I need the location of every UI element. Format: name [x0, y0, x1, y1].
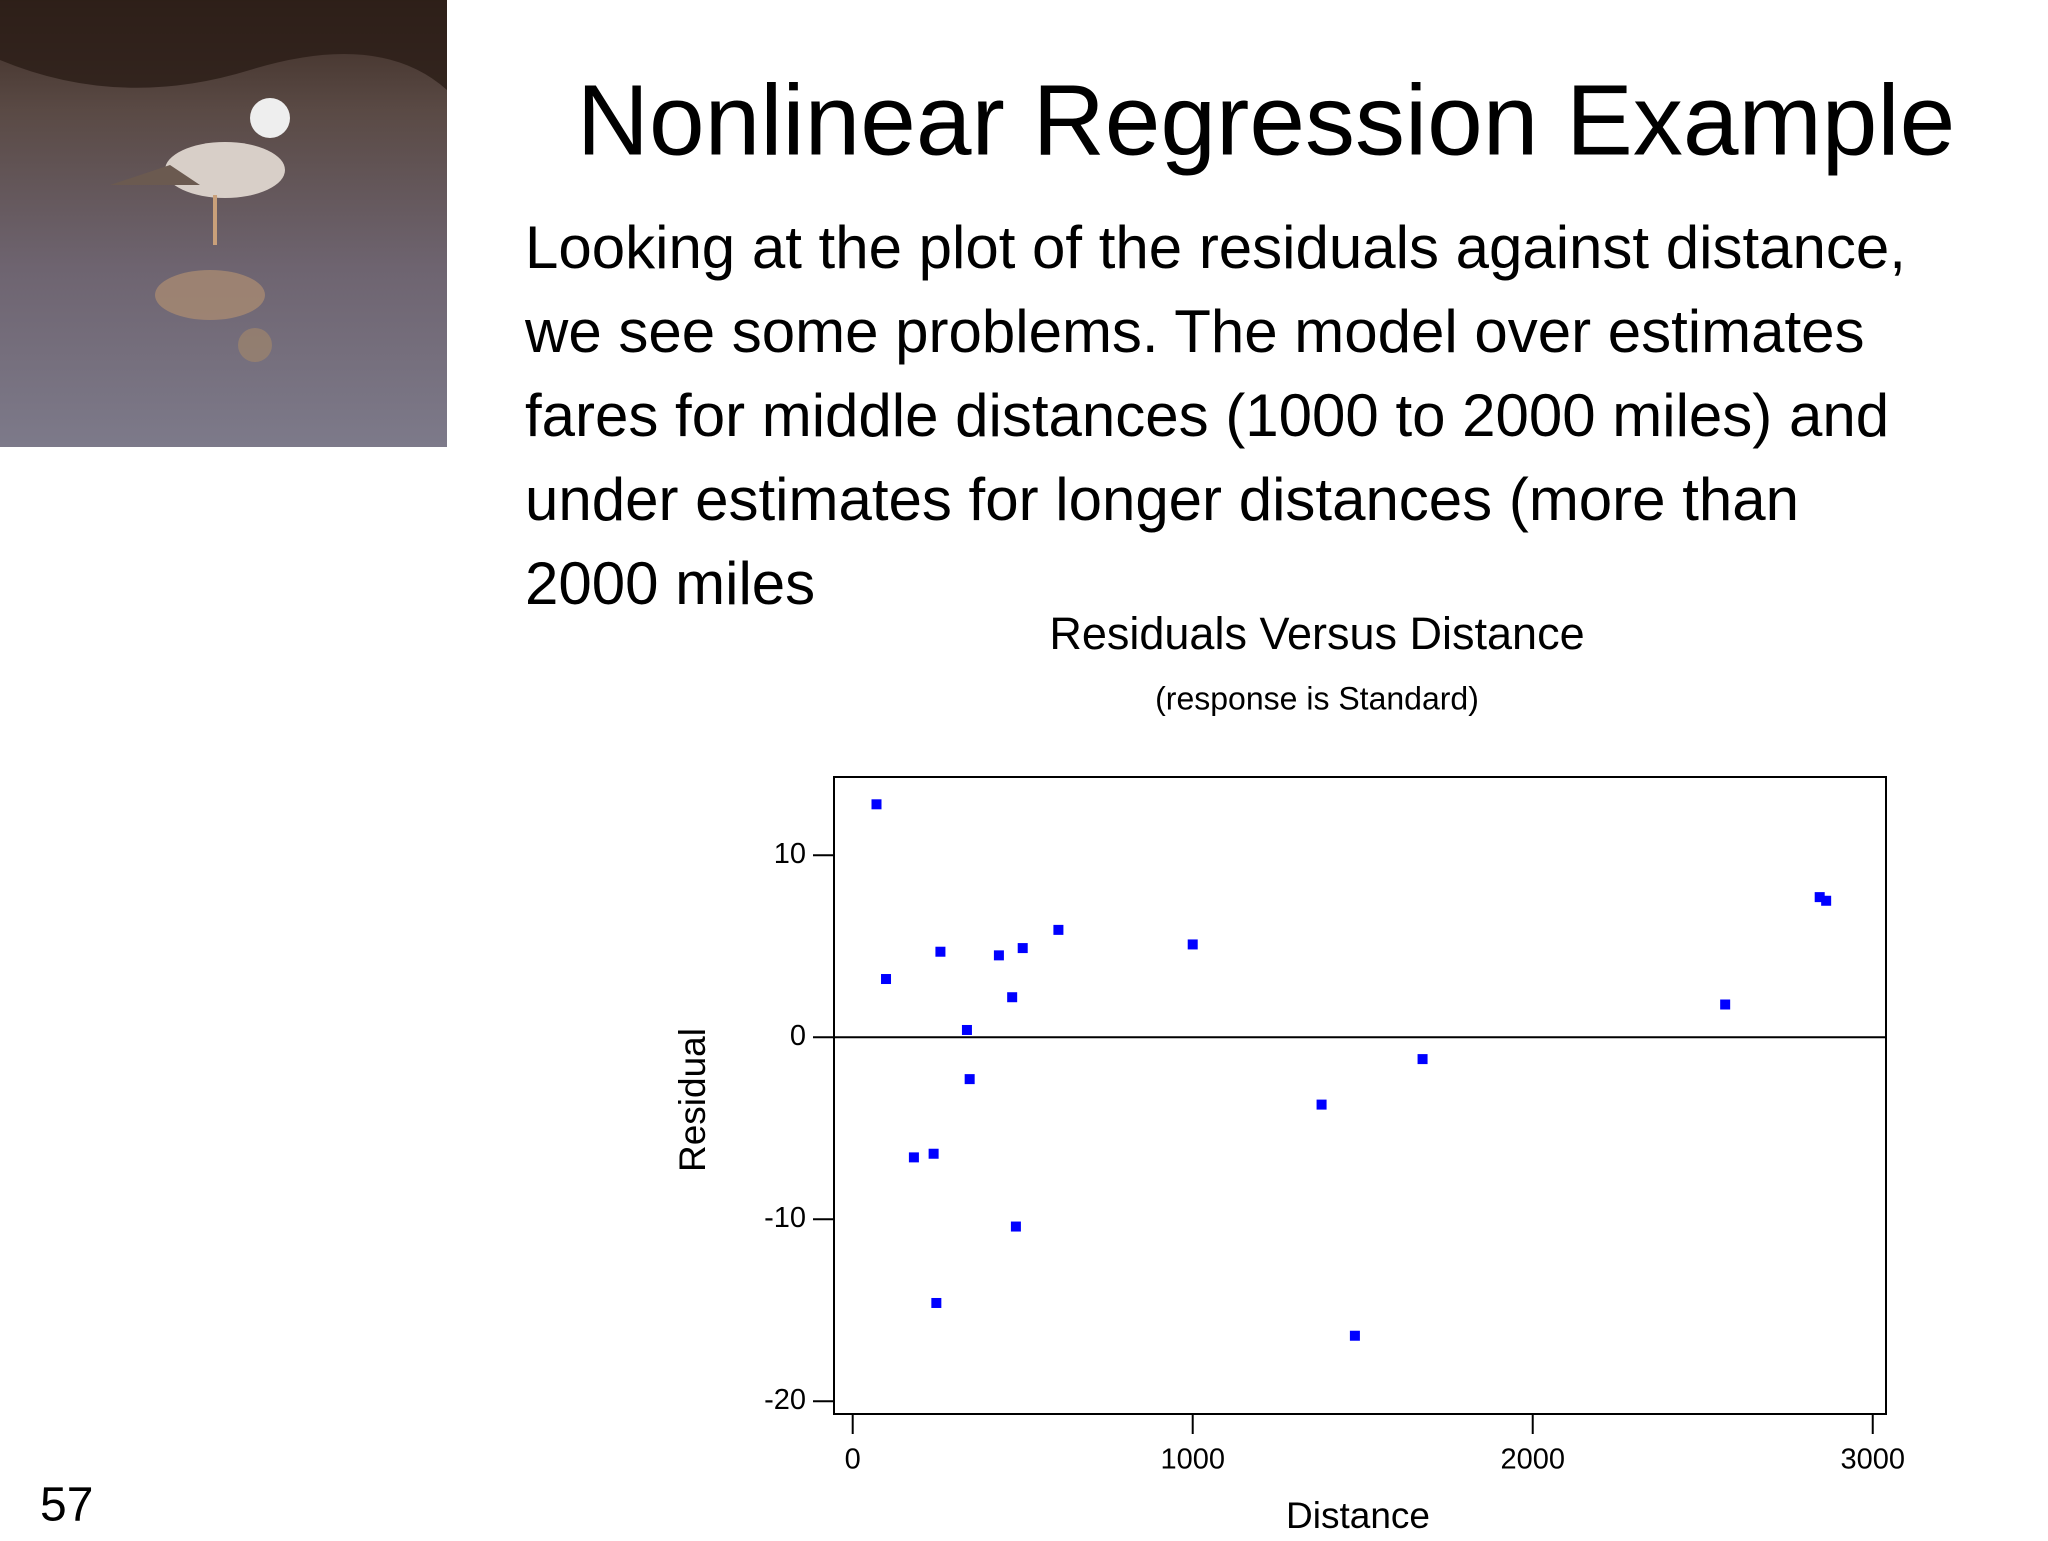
- slide-title: Nonlinear Regression Example: [577, 64, 1955, 176]
- y-axis-label: Residual: [672, 1028, 713, 1172]
- y-tick-label: -10: [764, 1202, 806, 1234]
- y-tick-label: 10: [774, 838, 806, 870]
- y-tick-label: -20: [764, 1384, 806, 1416]
- plot-frame: [833, 776, 1887, 1415]
- body-line: fares for middle distances (1000 to 2000…: [525, 382, 1889, 449]
- point: [1010, 1221, 1021, 1232]
- point: [1417, 1054, 1428, 1065]
- point: [1821, 895, 1832, 906]
- point: [935, 946, 946, 957]
- point: [1349, 1330, 1360, 1341]
- point: [1316, 1099, 1327, 1110]
- point: [1187, 939, 1198, 950]
- body-line: we see some problems. The model over est…: [524, 298, 1864, 365]
- point: [928, 1148, 939, 1159]
- body-line: Looking at the plot of the residuals aga…: [525, 214, 1906, 281]
- x-tick-label: 2000: [1500, 1444, 1565, 1476]
- body-line: under estimates for longer distances (mo…: [525, 466, 1799, 533]
- photo: [0, 0, 447, 447]
- chart-subtitle: (response is Standard): [1155, 680, 1479, 716]
- chart-title: Residuals Versus Distance: [1049, 608, 1584, 659]
- point: [1720, 999, 1731, 1010]
- point: [1007, 992, 1018, 1003]
- body-line: 2000 miles: [525, 550, 815, 617]
- body-text: Looking at the plot of the residuals aga…: [524, 214, 1906, 617]
- y-tick-label: 0: [790, 1020, 806, 1052]
- x-axis-label: Distance: [1286, 1495, 1430, 1536]
- x-tick-label: 1000: [1160, 1444, 1225, 1476]
- point: [871, 799, 882, 810]
- x-tick-label: 0: [845, 1444, 861, 1476]
- point: [1814, 892, 1825, 903]
- point: [881, 974, 892, 985]
- point: [993, 950, 1004, 961]
- point: [908, 1152, 919, 1163]
- point: [931, 1297, 942, 1308]
- point: [1017, 943, 1028, 954]
- point: [1053, 924, 1064, 935]
- point: [961, 1024, 972, 1035]
- page-number: 57: [40, 1479, 93, 1532]
- point: [964, 1074, 975, 1085]
- x-tick-label: 3000: [1840, 1444, 1905, 1476]
